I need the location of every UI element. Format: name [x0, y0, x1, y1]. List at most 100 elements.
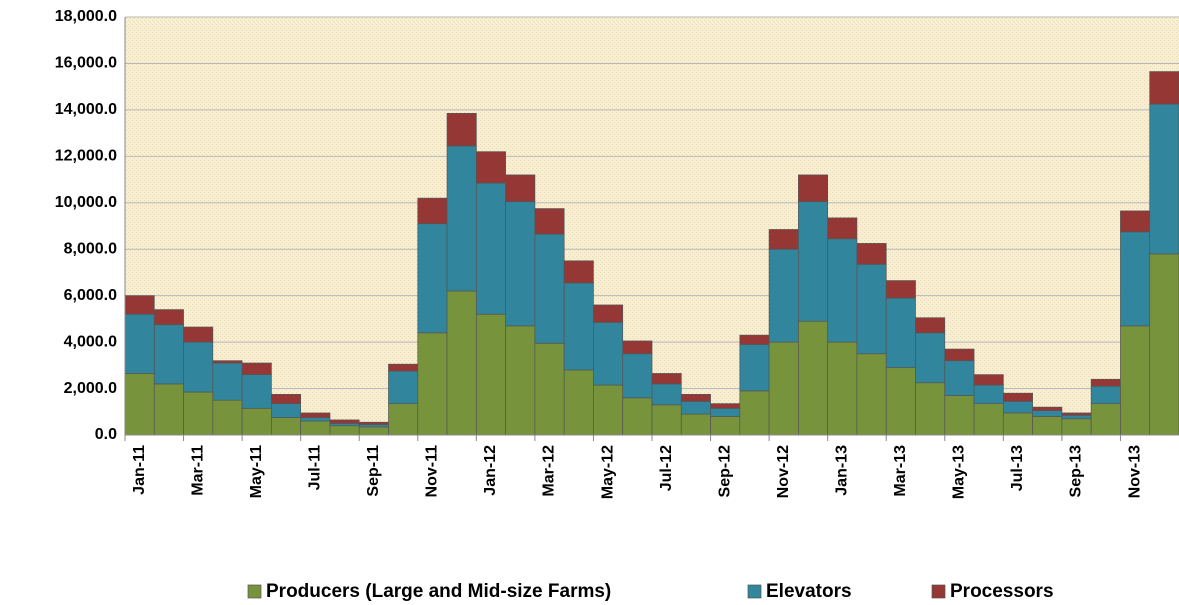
bar-segment — [358, 426, 389, 436]
bar-segment — [534, 208, 565, 235]
bar-segment — [446, 113, 477, 147]
bar-segment — [680, 400, 711, 415]
bar-segment — [1032, 410, 1063, 417]
bar-segment — [212, 399, 243, 436]
bar-segment — [973, 403, 1004, 436]
bar-segment — [124, 373, 155, 436]
bar-segment — [534, 233, 565, 344]
x-tick-label: Jan-12 — [482, 445, 499, 496]
x-tick-label: Nov-13 — [1126, 445, 1143, 498]
bar-segment — [417, 223, 448, 334]
bar-segment — [885, 280, 916, 299]
bar-segment — [651, 383, 682, 406]
bar-segment — [651, 373, 682, 385]
bar-segment — [739, 344, 770, 392]
x-tick-label: Jul-12 — [658, 445, 675, 491]
bar-segment — [856, 263, 887, 355]
bar-segment — [358, 421, 389, 425]
bar-segment — [271, 417, 302, 436]
bar-segment — [915, 382, 946, 436]
bar-segment — [1061, 418, 1092, 436]
bar-segment — [622, 340, 653, 355]
bar-segment — [241, 362, 272, 375]
x-tick-label: Jan-13 — [834, 445, 851, 496]
y-tick-label: 14,000.0 — [55, 101, 117, 118]
bar-segment — [388, 403, 419, 436]
bar-segment — [563, 260, 594, 284]
bar-segment — [827, 217, 858, 240]
bar-segment — [183, 341, 214, 393]
x-tick-label: Mar-13 — [892, 445, 909, 497]
bar-segment — [885, 297, 916, 369]
x-tick-label: Sep-13 — [1068, 445, 1085, 498]
bar-segment — [944, 395, 975, 436]
bar-segment — [388, 363, 419, 372]
legend-swatch — [931, 584, 946, 599]
x-tick-label: May-13 — [951, 445, 968, 499]
bar-segment — [475, 182, 506, 315]
bar-segment — [212, 362, 243, 401]
bar-segment — [827, 238, 858, 343]
bar-segment — [212, 360, 243, 364]
bar-segment — [1149, 103, 1179, 255]
bar-segment — [183, 326, 214, 343]
x-tick-label: Nov-11 — [424, 445, 441, 498]
y-tick-label: 12,000.0 — [55, 148, 117, 165]
bar-segment — [1090, 378, 1121, 387]
bar-segment — [446, 290, 477, 436]
bar-segment — [827, 341, 858, 436]
legend-swatch — [747, 584, 762, 599]
y-tick-label: 6,000.0 — [64, 287, 117, 304]
bar-segment — [1061, 414, 1092, 420]
bar-segment — [856, 243, 887, 265]
bar-segment — [973, 384, 1004, 405]
bar-segment — [1120, 325, 1151, 436]
y-tick-label: 4,000.0 — [64, 333, 117, 350]
bar-segment — [241, 374, 272, 409]
bar-segment — [1120, 210, 1151, 233]
bar-segment — [505, 201, 536, 327]
y-tick-label: 18,000.0 — [55, 8, 117, 25]
bar-segment — [505, 174, 536, 202]
bar-segment — [1149, 253, 1179, 436]
bar-segment — [1120, 231, 1151, 327]
bar-segment — [739, 334, 770, 345]
x-tick-label: May-12 — [599, 445, 616, 499]
bar-segment — [768, 341, 799, 436]
x-tick-label: May-11 — [248, 445, 265, 498]
legend-label: Elevators — [766, 581, 852, 602]
x-tick-label: Mar-12 — [541, 445, 558, 497]
bar-segment — [300, 420, 331, 436]
bar-segment — [710, 407, 741, 417]
bar-segment — [1032, 406, 1063, 411]
bar-segment — [915, 332, 946, 384]
bar-segment — [622, 397, 653, 436]
bar-segment — [563, 369, 594, 436]
bar-segment — [680, 413, 711, 436]
bar-segment — [1002, 400, 1033, 414]
legend-swatch — [247, 584, 262, 599]
bar-segment — [944, 348, 975, 362]
x-tick-label: Jul-11 — [307, 445, 324, 490]
x-tick-label: Jan-11 — [131, 445, 148, 495]
legend-label: Processors — [950, 581, 1054, 602]
bar-segment — [534, 342, 565, 436]
bar-segment — [300, 417, 331, 422]
bar-segment — [1061, 412, 1092, 416]
bar-segment — [915, 317, 946, 334]
bar-segment — [710, 416, 741, 436]
y-tick-label: 10,000.0 — [55, 194, 117, 211]
bar-segment — [768, 248, 799, 343]
bar-segment — [944, 360, 975, 396]
bar-segment — [329, 419, 360, 424]
x-tick-label: Sep-11 — [365, 445, 382, 497]
bar-segment — [885, 367, 916, 436]
bar-segment — [124, 295, 155, 315]
bar-segment — [593, 384, 624, 436]
bar-segment — [417, 332, 448, 436]
bar-segment — [241, 407, 272, 436]
bar-segment — [1002, 412, 1033, 436]
x-tick-label: Jul-13 — [1009, 445, 1026, 491]
bar-segment — [973, 374, 1004, 386]
